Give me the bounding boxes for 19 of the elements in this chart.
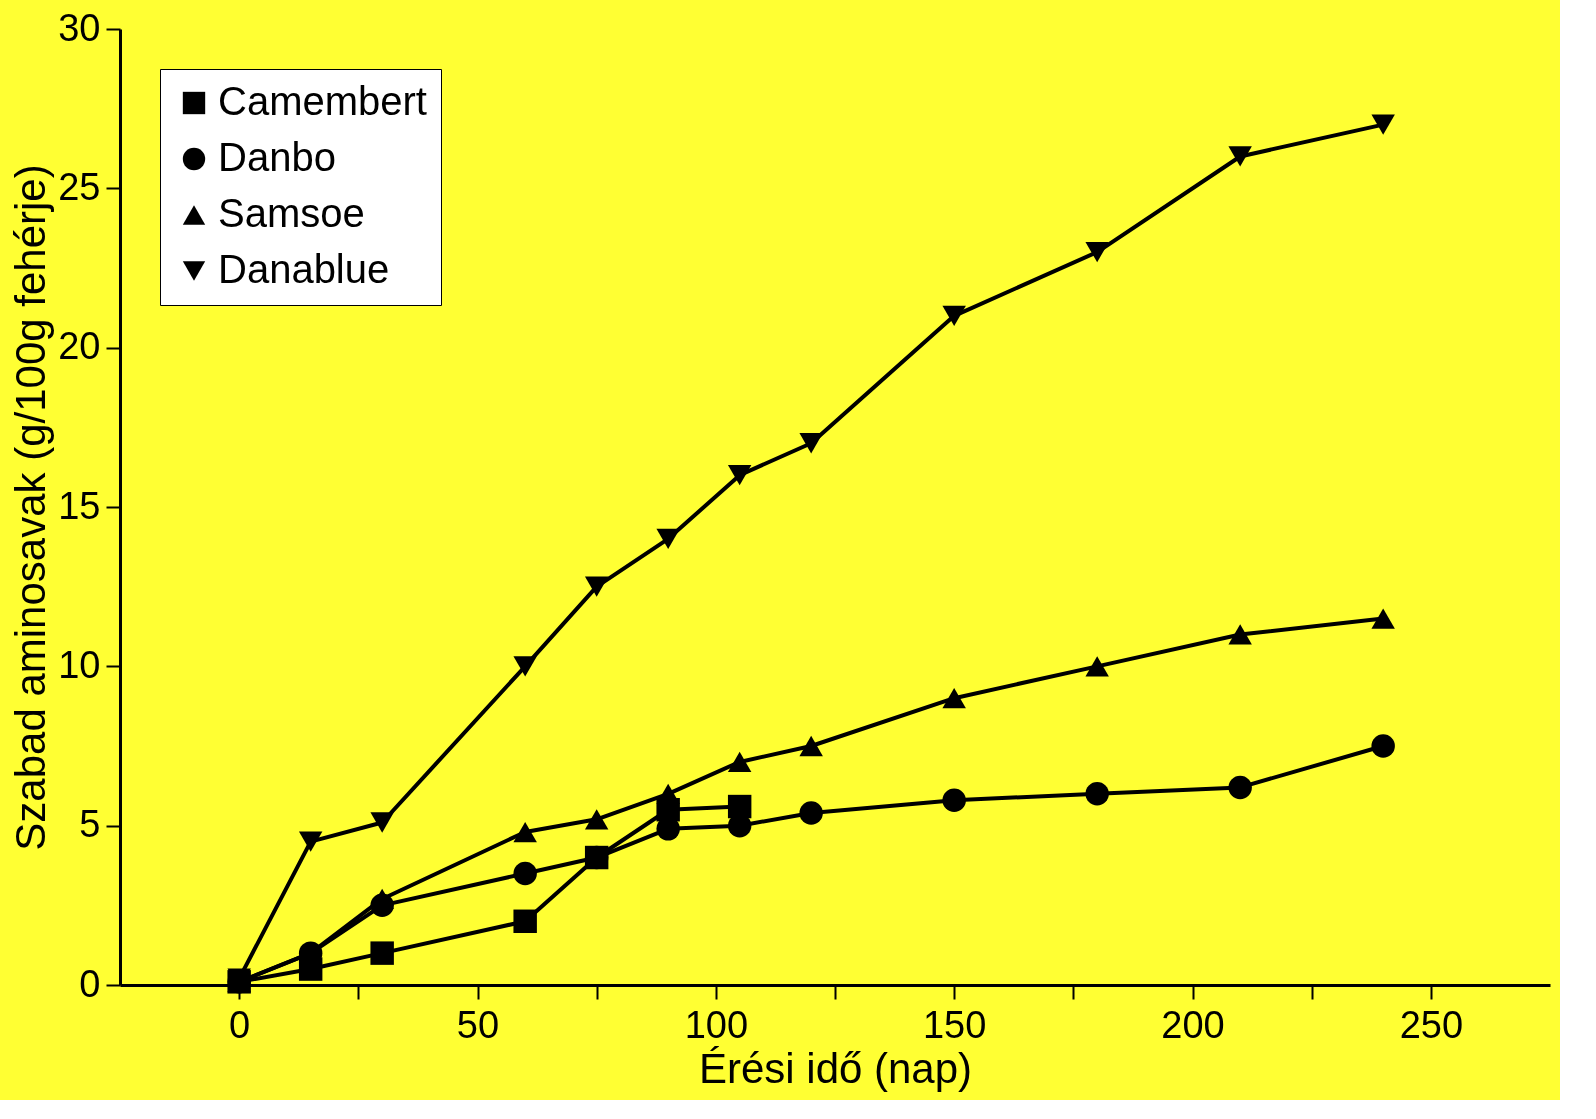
y-tick-label: 15	[58, 484, 101, 527]
y-tick-label: 0	[79, 962, 101, 1005]
legend-label: Samsoe	[218, 191, 365, 235]
y-tick-label: 5	[79, 803, 101, 846]
x-tick-label: 150	[922, 1003, 987, 1046]
legend-label: Danablue	[218, 247, 390, 291]
y-tick-label: 20	[58, 325, 101, 368]
y-tick-label: 25	[58, 165, 101, 208]
x-tick-label: 200	[1161, 1003, 1225, 1046]
x-tick-label: 250	[1399, 1003, 1464, 1046]
x-tick-label: 0	[229, 1003, 251, 1046]
y-axis-title: Szabad aminosavak (g/100g fehérje)	[7, 164, 55, 851]
y-tick-label: 30	[58, 6, 101, 49]
x-tick-label: 100	[684, 1003, 749, 1046]
legend-label: Camembert	[218, 79, 427, 123]
y-tick-label: 10	[58, 643, 101, 686]
x-axis-title: Érési idő (nap)	[698, 1044, 973, 1092]
legend-label: Danbo	[218, 135, 336, 179]
x-tick-label: 50	[456, 1003, 500, 1046]
